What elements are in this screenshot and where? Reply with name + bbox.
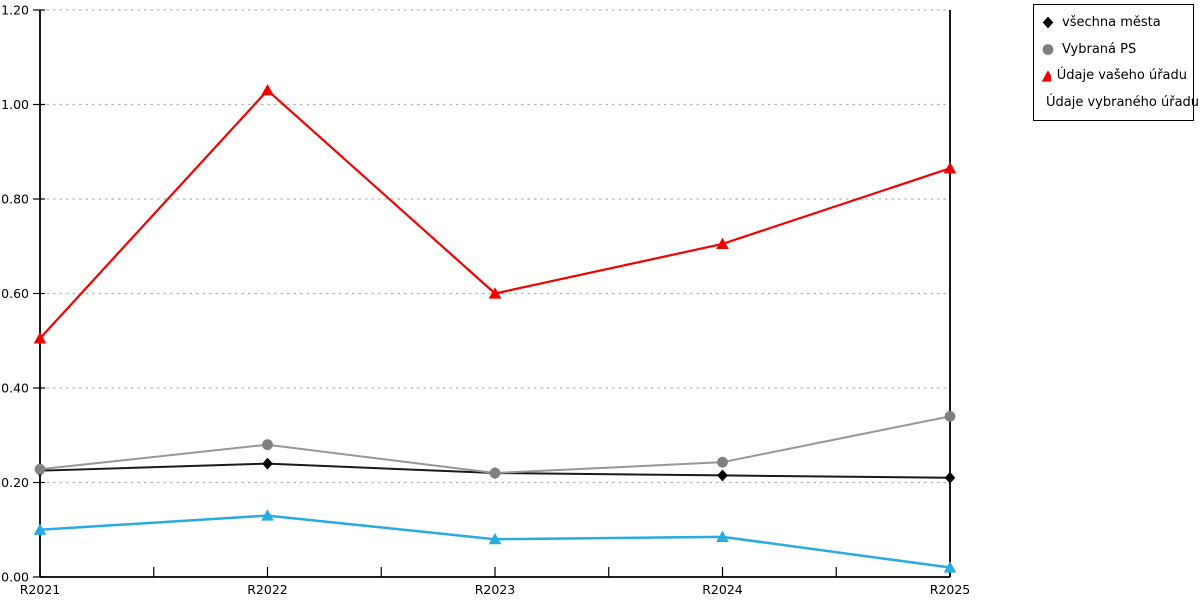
data-point-marker bbox=[944, 471, 956, 484]
triangle-marker-icon bbox=[1041, 70, 1051, 82]
data-point-marker bbox=[1042, 16, 1054, 29]
data-point-marker bbox=[1042, 44, 1054, 56]
legend-label: všechna města bbox=[1062, 14, 1161, 30]
data-point-marker bbox=[716, 237, 729, 249]
data-point-marker bbox=[1041, 70, 1051, 82]
legend: všechna města Vybraná PS Údaje vašeho úř… bbox=[1033, 4, 1199, 121]
data-point-marker bbox=[261, 509, 274, 521]
x-tick-label: R2022 bbox=[247, 582, 288, 597]
y-tick-label: 0.40 bbox=[1, 381, 29, 396]
y-tick-label: 0.80 bbox=[1, 192, 29, 207]
y-tick-label: 1.20 bbox=[1, 3, 29, 18]
series-line-triangle bbox=[39, 89, 951, 340]
x-tick-label: R2024 bbox=[702, 582, 743, 597]
data-point-marker bbox=[262, 439, 273, 451]
circle-marker-icon bbox=[1042, 44, 1054, 56]
data-point-marker bbox=[262, 457, 273, 470]
y-tick-label: 0.20 bbox=[1, 475, 29, 490]
data-point-marker bbox=[488, 287, 502, 299]
y-tick-label: 1.00 bbox=[1, 97, 29, 112]
legend-label: Vybraná PS bbox=[1062, 41, 1137, 57]
data-point-marker bbox=[717, 469, 728, 482]
legend-label: Údaje vybraného úřadu bbox=[1046, 95, 1200, 111]
x-tick-label: R2023 bbox=[475, 582, 516, 597]
data-point-marker bbox=[33, 523, 47, 535]
series-line-circle bbox=[39, 415, 951, 475]
x-tick-label: R2025 bbox=[930, 582, 971, 597]
x-tick-label: R2021 bbox=[20, 582, 61, 597]
legend-item-vybrana-ps: Vybraná PS bbox=[1040, 37, 1187, 61]
legend-item-udaje-vybraneho-uradu: Údaje vybraného úřadu bbox=[1040, 91, 1199, 115]
data-point-marker bbox=[717, 456, 728, 468]
data-point-marker bbox=[716, 530, 729, 542]
data-point-marker bbox=[488, 532, 502, 545]
y-tick-label: 0.60 bbox=[1, 286, 29, 301]
data-point-marker bbox=[489, 467, 501, 479]
legend-item-udaje-vaseho-uradu: Údaje vašeho úřadu bbox=[1040, 64, 1187, 88]
diamond-marker-icon bbox=[1042, 16, 1054, 29]
data-point-marker bbox=[34, 463, 46, 475]
y-tick-label: 0.00 bbox=[1, 570, 29, 585]
legend-label: Údaje vašeho úřadu bbox=[1056, 68, 1187, 84]
data-point-marker bbox=[33, 332, 47, 344]
data-point-marker bbox=[261, 84, 274, 96]
legend-item-vsechna-mesta: všechna města bbox=[1040, 10, 1187, 34]
data-point-marker bbox=[943, 561, 957, 573]
data-point-marker bbox=[944, 410, 956, 422]
data-point-marker bbox=[943, 161, 957, 174]
